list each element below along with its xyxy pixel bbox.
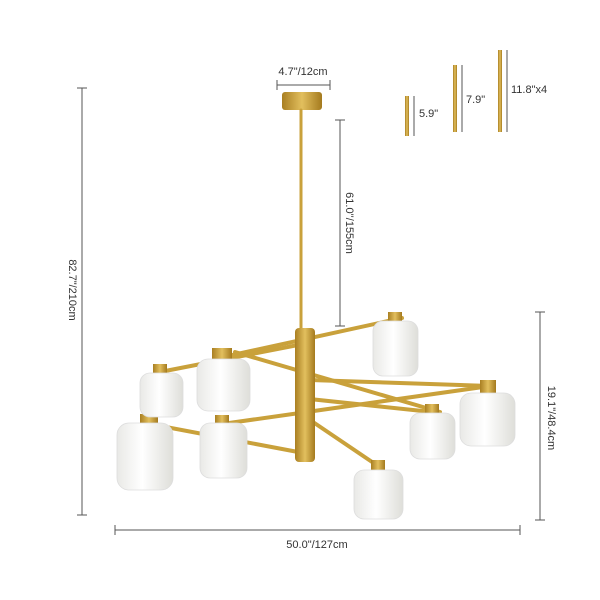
- canopy-width-label: 4.7"/12cm: [278, 66, 327, 78]
- total-height-label: 82.7"/210cm: [66, 259, 78, 320]
- rod-label: 5.9": [419, 108, 438, 120]
- rod-label: 7.9": [466, 94, 485, 106]
- rod-label: 11.8"x4: [511, 84, 547, 96]
- dimension-lines: [77, 80, 545, 535]
- extension-rods: [405, 50, 508, 136]
- chandelier: [116, 92, 516, 520]
- body-height-label: 19.1"/48.4cm: [545, 386, 557, 450]
- rod-length-label: 61.0''/155cm: [343, 192, 355, 254]
- total-width-label: 50.0"/127cm: [286, 539, 347, 551]
